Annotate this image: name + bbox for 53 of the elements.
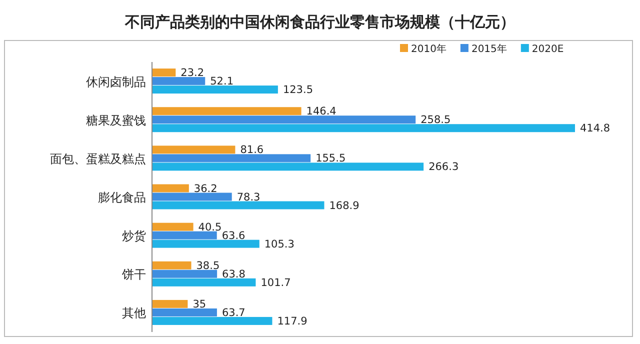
y-tick-label: 炒货 <box>122 229 146 244</box>
y-tick-label: 饼干 <box>121 268 146 282</box>
data-label: 63.7 <box>222 306 246 319</box>
y-tick-label: 休闲卤制品 <box>86 74 146 89</box>
data-label: 414.8 <box>580 122 610 135</box>
data-label: 36.2 <box>194 182 218 195</box>
legend-label: 2010年 <box>411 43 446 55</box>
bar <box>152 231 217 240</box>
bar <box>152 77 206 86</box>
data-label: 40.5 <box>198 221 222 234</box>
bar <box>152 300 188 308</box>
bar <box>152 270 218 278</box>
bar <box>152 261 192 270</box>
y-tick-label: 其他 <box>122 306 146 320</box>
data-label: 146.4 <box>306 106 337 118</box>
y-tick-label: 糖果及蜜饯 <box>86 113 146 128</box>
data-label: 81.6 <box>240 144 264 156</box>
data-label: 105.3 <box>264 238 294 250</box>
chart-title: 不同产品类别的中国休闲食品行业零售市场规模（十亿元） <box>124 13 515 31</box>
y-tick-label: 膨化食品 <box>98 190 146 204</box>
bar <box>152 86 278 94</box>
bar <box>152 146 236 154</box>
bar <box>152 154 311 162</box>
data-label: 155.5 <box>316 152 346 165</box>
data-label: 168.9 <box>329 200 360 212</box>
bar <box>152 124 575 132</box>
data-label: 38.5 <box>196 260 220 272</box>
data-label: 258.5 <box>420 114 451 126</box>
legend-label: 2020E <box>532 44 564 55</box>
bar <box>152 278 256 286</box>
bar <box>152 68 176 77</box>
data-label: 78.3 <box>236 191 260 204</box>
bar <box>152 222 194 231</box>
data-label: 35 <box>192 298 206 310</box>
data-label: 101.7 <box>260 276 291 289</box>
bar <box>152 107 302 116</box>
data-label: 52.1 <box>210 76 234 88</box>
bar <box>152 116 416 124</box>
bar <box>152 240 260 248</box>
data-label: 63.6 <box>222 230 246 242</box>
data-label: 63.8 <box>222 268 246 280</box>
bar <box>152 184 189 192</box>
data-label: 266.3 <box>428 161 459 174</box>
bar <box>152 192 232 201</box>
bar <box>152 316 272 325</box>
bar <box>152 201 324 210</box>
bar <box>152 162 424 171</box>
y-tick-label: 面包、蛋糕及糕点 <box>50 152 146 166</box>
data-label: 117.9 <box>277 315 308 328</box>
bar <box>152 308 217 316</box>
legend-label: 2015年 <box>471 43 507 55</box>
data-label: 123.5 <box>282 84 314 96</box>
data-label: 23.2 <box>180 67 204 80</box>
